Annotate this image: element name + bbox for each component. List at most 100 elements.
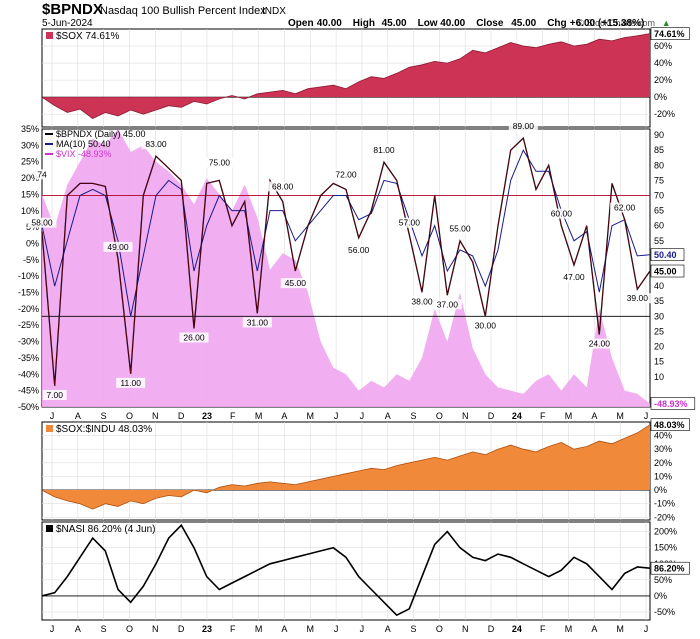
bpndx-annotation-bg [394, 217, 424, 228]
panel-bpndx-left-tick: -45% [18, 386, 39, 396]
ohlc-high-label: High [353, 18, 375, 29]
bpndx-annotation-bg [546, 208, 576, 219]
panel-bpndx-month-label: D [178, 411, 185, 421]
panel-nasi-y-tick: -50% [654, 607, 675, 617]
ohlc-close-value: 45.00 [511, 18, 536, 29]
panel-bpndx-left-tick: 0% [26, 238, 39, 248]
bpndx-annotation-bg [445, 223, 475, 234]
panel-nasi-month-label: N [152, 624, 159, 634]
bpndx-annotation-bg [407, 296, 437, 307]
bpndx-annotation-label: 55.00 [449, 224, 471, 234]
panel-bpndx: J A S O N D 23 F M A M J J A S O N D 24 F M A M J 35% 30% 25% 20% 15… [18, 121, 696, 421]
panel-bpndx-month-label: S [101, 411, 107, 421]
panel-bpndx-month-label: A [591, 411, 597, 421]
panel-bpndx-right-tick: 30 [654, 311, 664, 321]
panel-bpndx-right-tick: 75 [654, 175, 664, 185]
panel-bpndx-right-tick: 10 [654, 372, 664, 382]
panel-sox-legend-swatch [46, 32, 53, 39]
panel-nasi-last-value-badge-bg [650, 561, 690, 575]
ohlc-open-value: 40.00 [317, 18, 342, 29]
panel-bpndx-month-label: J [644, 411, 649, 421]
panel-bpndx-right-tick: 90 [654, 130, 664, 140]
panel-bpndx-right-tick: 65 [654, 206, 664, 216]
panel-sox-y-tick: 60% [654, 41, 672, 51]
panel-bpndx-month-label: J [334, 411, 339, 421]
panel-bpndx-left-tick: -35% [18, 353, 39, 363]
bpndx-annotation-label: 56.00 [348, 245, 370, 255]
panel-bpndx-left-tick: 15% [21, 189, 39, 199]
ohlc-summary: Open 40.00 High 45.00 Low 40.00 Close 45.00 Chg +… [288, 18, 671, 29]
bpndx-annotation-bg [369, 145, 399, 156]
bpndx-annotation-bg [331, 169, 361, 180]
panel-nasi-y-tick: 150% [654, 543, 677, 553]
bpndx-annotation-label: 30.00 [475, 320, 497, 330]
panel-nasi-month-label: D [488, 624, 495, 634]
panel-nasi: JASOND23FMAMJJASOND24FMAMJ200%150%100%50… [41, 521, 690, 634]
bpndx-annotation-label: 26.00 [183, 333, 205, 343]
panel-bpndx-left-tick: -40% [18, 369, 39, 379]
bpndx-annotation-bg [344, 244, 374, 255]
panel-sox_indu-y-tick: -20% [654, 512, 675, 522]
exchange-label: INDX [262, 6, 286, 17]
bpndx-annotation-bg [103, 241, 133, 252]
panel-sox-area [42, 33, 650, 119]
panel-nasi-month-label: S [411, 624, 417, 634]
panel-nasi-frame [41, 521, 651, 621]
panel-nasi-month-label: F [540, 624, 546, 634]
panel-sox_indu-last-value-badge: 48.03% [654, 420, 685, 430]
bpndx-annotation-bg [27, 217, 57, 228]
bpndx-annotation-label: 39.00 [627, 293, 649, 303]
panel-bpndx-left-tick: -25% [18, 320, 39, 330]
panel-bpndx-month-label: S [411, 411, 417, 421]
bpndx-annotation-bg [470, 320, 500, 331]
panel-bpndx-right-tick: 35 [654, 296, 664, 306]
panel-sox_indu-y-tick: 30% [654, 444, 672, 454]
bpndx-annotation-bg [242, 317, 272, 328]
panel-nasi-month-label: A [281, 624, 287, 634]
bpndx-annotation-label: 31.00 [247, 317, 269, 327]
panel-nasi-month-label: A [75, 624, 81, 634]
bpndx-annotation-label: 68.00 [272, 181, 294, 191]
panel-bpndx-month-label: M [307, 411, 315, 421]
ohlc-chg-value: +6.00 (+15.38%) [570, 18, 645, 29]
panel-bpndx-month-label: A [281, 411, 287, 421]
panel-bpndx-month-label: M [616, 411, 624, 421]
chart-header: $BPNDX Nasdaq 100 Bullish Percent Index … [42, 1, 671, 29]
bpndx-annotation-label: 74 [37, 169, 47, 179]
bpndx-annotation-label: 45.00 [285, 278, 307, 288]
bpndx-annotation-label: 89.00 [513, 121, 535, 131]
bpndx-line-highlight [41, 137, 651, 386]
vix-last-value-badge: -48.93% [654, 399, 688, 409]
panel-bpndx-month-label: M [255, 411, 263, 421]
panel-bpndx-right-tick: 55 [654, 236, 664, 246]
panel-bpndx-month-label: N [152, 411, 159, 421]
ma10-last-value-badge-bg [650, 248, 685, 262]
index-name-label: Nasdaq 100 Bullish Percent Index [100, 5, 266, 17]
panel-sox-y-tick: 40% [654, 58, 672, 68]
panel-nasi-month-label: M [616, 624, 624, 634]
panel-bpndx-month-label: F [230, 411, 236, 421]
bpndx-annotation-bg [610, 202, 640, 213]
panel-nasi-month-label: A [385, 624, 391, 634]
panel-sox-y-tick: 20% [654, 75, 672, 85]
panel-nasi-y-tick: 0% [654, 591, 667, 601]
bpndx-annotation-bg [42, 389, 67, 400]
panel-bpndx-right-tick: 20 [654, 342, 664, 352]
chg-up-arrow-icon: ▲ [662, 18, 671, 28]
bpndx-annotation-bg [280, 278, 310, 289]
bpndx-annotation-label: 11.00 [120, 378, 141, 388]
bpndx-annotation-bg [622, 293, 652, 304]
ohlc-low-value: 40.00 [440, 18, 465, 29]
panel-nasi-month-label: M [565, 624, 573, 634]
bpndx-annotation-bg [559, 272, 589, 283]
panel-bpndx-month-label: O [126, 411, 133, 421]
panel-bpndx-left-tick: 30% [21, 140, 39, 150]
panel-nasi-month-label: S [101, 624, 107, 634]
panel-bpndx-right-tick: 25 [654, 326, 664, 336]
bpndx-annotation-bg [508, 121, 538, 131]
bpndx-annotation-label: 62.00 [614, 203, 636, 213]
panel-sox-last-value-badge: 74.61% [654, 29, 685, 39]
panel-bpndx-month-label: J [50, 411, 55, 421]
panel-bpndx-right-tick: 70 [654, 190, 664, 200]
